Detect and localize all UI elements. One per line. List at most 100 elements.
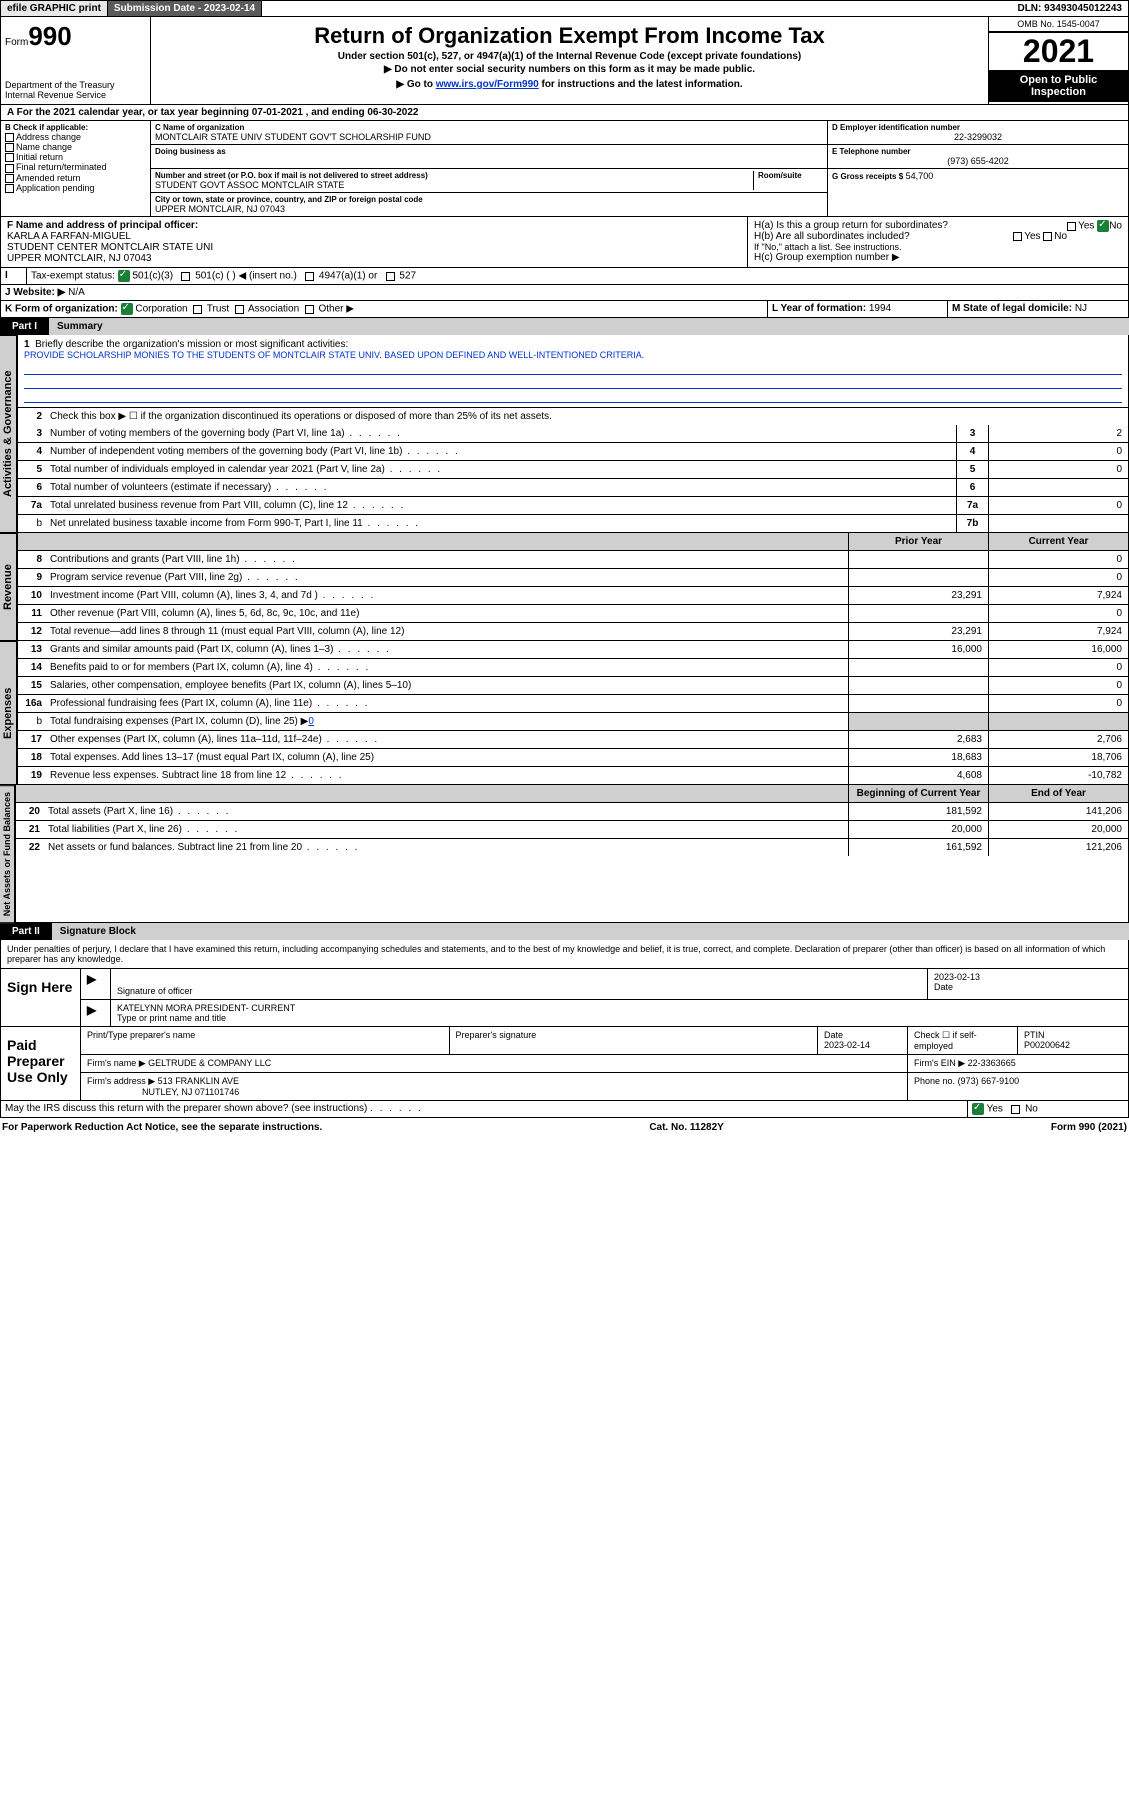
line-5-value: 0 bbox=[988, 461, 1128, 478]
hc-label: H(c) Group exemption number ▶ bbox=[754, 252, 1122, 263]
officer-name: KARLA A FARFAN-MIGUEL bbox=[7, 231, 741, 242]
checkbox-icon[interactable] bbox=[386, 272, 395, 281]
checkbox-icon[interactable] bbox=[1043, 232, 1052, 241]
room-label: Room/suite bbox=[758, 171, 823, 180]
line-14-text: Benefits paid to or for members (Part IX… bbox=[46, 659, 848, 676]
line-13-current: 16,000 bbox=[988, 641, 1128, 658]
box-b-label: B Check if applicable: bbox=[5, 123, 146, 132]
end-year-header: End of Year bbox=[988, 785, 1128, 802]
checkbox-icon[interactable] bbox=[5, 184, 14, 193]
dln-label: DLN: 93493045012243 bbox=[1011, 1, 1128, 16]
hb-label: H(b) Are all subordinates included? bbox=[754, 231, 910, 242]
year-formation: 1994 bbox=[869, 303, 891, 314]
line-16a-text: Professional fundraising fees (Part IX, … bbox=[46, 695, 848, 712]
checkbox-icon[interactable] bbox=[193, 305, 202, 314]
line-9-current: 0 bbox=[988, 569, 1128, 586]
submission-date-label: Submission Date - 2023-02-14 bbox=[108, 1, 262, 16]
box-g-label: G Gross receipts $ bbox=[832, 172, 903, 181]
officer-addr2: UPPER MONTCLAIR, NJ 07043 bbox=[7, 253, 741, 264]
line-9-text: Program service revenue (Part VIII, line… bbox=[46, 569, 848, 586]
line-1-label: Briefly describe the organization's miss… bbox=[35, 339, 348, 350]
line-22-current: 121,206 bbox=[988, 839, 1128, 856]
line-18-text: Total expenses. Add lines 13–17 (must eq… bbox=[46, 749, 848, 766]
line-10-current: 7,924 bbox=[988, 587, 1128, 604]
checkbox-icon[interactable] bbox=[235, 305, 244, 314]
net-assets-tab: Net Assets or Fund Balances bbox=[0, 785, 15, 923]
part-2-header: Part II Signature Block bbox=[0, 923, 1129, 940]
box-f-label: F Name and address of principal officer: bbox=[7, 220, 198, 231]
may-irs-text: May the IRS discuss this return with the… bbox=[1, 1101, 968, 1117]
line-12-text: Total revenue—add lines 8 through 11 (mu… bbox=[46, 623, 848, 640]
hb-note: If "No," attach a list. See instructions… bbox=[754, 242, 1122, 252]
self-employed-check[interactable]: Check ☐ if self-employed bbox=[908, 1027, 1018, 1054]
firm-ein: 22-3363665 bbox=[968, 1058, 1016, 1068]
line-18-current: 18,706 bbox=[988, 749, 1128, 766]
checkbox-icon[interactable] bbox=[5, 153, 14, 162]
sig-date-label: Date bbox=[934, 982, 1122, 992]
checkbox-icon[interactable] bbox=[181, 272, 190, 281]
efile-button[interactable]: efile GRAPHIC print bbox=[1, 1, 108, 16]
line-4-value: 0 bbox=[988, 443, 1128, 460]
prior-year-header: Prior Year bbox=[848, 533, 988, 550]
box-i-label: Tax-exempt status: bbox=[31, 271, 115, 282]
sign-here-label: Sign Here bbox=[1, 969, 81, 1026]
gross-receipts: 54,700 bbox=[906, 171, 934, 181]
checkbox-icon[interactable] bbox=[5, 174, 14, 183]
website-value: N/A bbox=[68, 287, 85, 298]
phone-value: (973) 655-4202 bbox=[832, 156, 1124, 166]
checkbox-icon[interactable] bbox=[305, 272, 314, 281]
line-18-prior: 18,683 bbox=[848, 749, 988, 766]
checkbox-icon[interactable] bbox=[1013, 232, 1022, 241]
governance-tab: Activities & Governance bbox=[0, 335, 17, 533]
line-11-current: 0 bbox=[988, 605, 1128, 622]
line-21-prior: 20,000 bbox=[848, 821, 988, 838]
prep-sig-label: Preparer's signature bbox=[450, 1027, 819, 1054]
checkbox-icon[interactable] bbox=[305, 305, 314, 314]
addr-label: Number and street (or P.O. box if mail i… bbox=[155, 171, 753, 180]
line-7b-value bbox=[988, 515, 1128, 532]
tax-year: 2021 bbox=[989, 32, 1128, 70]
checkbox-icon[interactable] bbox=[1067, 222, 1076, 231]
identity-block: B Check if applicable: Address change Na… bbox=[0, 121, 1129, 217]
revenue-tab: Revenue bbox=[0, 533, 17, 641]
box-d-label: D Employer identification number bbox=[832, 123, 1124, 132]
begin-year-header: Beginning of Current Year bbox=[848, 785, 988, 802]
expenses-tab: Expenses bbox=[0, 641, 17, 785]
officer-group-row: F Name and address of principal officer:… bbox=[0, 217, 1129, 268]
dept-label: Department of the Treasury Internal Reve… bbox=[5, 80, 146, 100]
line-16b-text: Total fundraising expenses (Part IX, col… bbox=[46, 713, 848, 730]
box-e-label: E Telephone number bbox=[832, 147, 1124, 156]
checkmark-icon bbox=[118, 270, 130, 282]
form-header: Form990 Department of the Treasury Inter… bbox=[0, 17, 1129, 105]
prep-name-label: Print/Type preparer's name bbox=[81, 1027, 450, 1054]
checkbox-icon[interactable] bbox=[5, 164, 14, 173]
line-17-prior: 2,683 bbox=[848, 731, 988, 748]
line-7a-text: Total unrelated business revenue from Pa… bbox=[46, 497, 956, 514]
checkbox-icon[interactable] bbox=[1011, 1105, 1020, 1114]
line-4-text: Number of independent voting members of … bbox=[46, 443, 956, 460]
line-3-value: 2 bbox=[988, 425, 1128, 442]
checkmark-icon bbox=[1097, 220, 1109, 232]
line-15-current: 0 bbox=[988, 677, 1128, 694]
firm-phone: (973) 667-9100 bbox=[958, 1076, 1020, 1086]
line-20-current: 141,206 bbox=[988, 803, 1128, 820]
subtitle-3: ▶ Go to www.irs.gov/Form990 for instruct… bbox=[155, 79, 984, 90]
org-name: MONTCLAIR STATE UNIV STUDENT GOV'T SCHOL… bbox=[155, 132, 823, 142]
arrow-icon: ▶ bbox=[87, 1003, 96, 1017]
checkbox-icon[interactable] bbox=[5, 143, 14, 152]
sig-date-value: 2023-02-13 bbox=[934, 972, 1122, 982]
dba-label: Doing business as bbox=[155, 147, 823, 156]
net-assets-section: Net Assets or Fund Balances Beginning of… bbox=[0, 785, 1129, 923]
website-row: J Website: ▶ N/A bbox=[0, 285, 1129, 301]
line-21-text: Total liabilities (Part X, line 26) bbox=[44, 821, 848, 838]
checkmark-icon bbox=[121, 303, 133, 315]
city-state-zip: UPPER MONTCLAIR, NJ 07043 bbox=[155, 204, 823, 214]
return-title: Return of Organization Exempt From Incom… bbox=[155, 23, 984, 49]
line-8-prior bbox=[848, 551, 988, 568]
checkbox-icon[interactable] bbox=[5, 133, 14, 142]
sign-here-block: Sign Here ▶ Signature of officer 2023-02… bbox=[0, 969, 1129, 1027]
jurat-text: Under penalties of perjury, I declare th… bbox=[0, 940, 1129, 969]
omb-number: OMB No. 1545-0047 bbox=[989, 17, 1128, 32]
top-bar: efile GRAPHIC print Submission Date - 20… bbox=[0, 0, 1129, 17]
irs-link[interactable]: www.irs.gov/Form990 bbox=[436, 79, 539, 90]
